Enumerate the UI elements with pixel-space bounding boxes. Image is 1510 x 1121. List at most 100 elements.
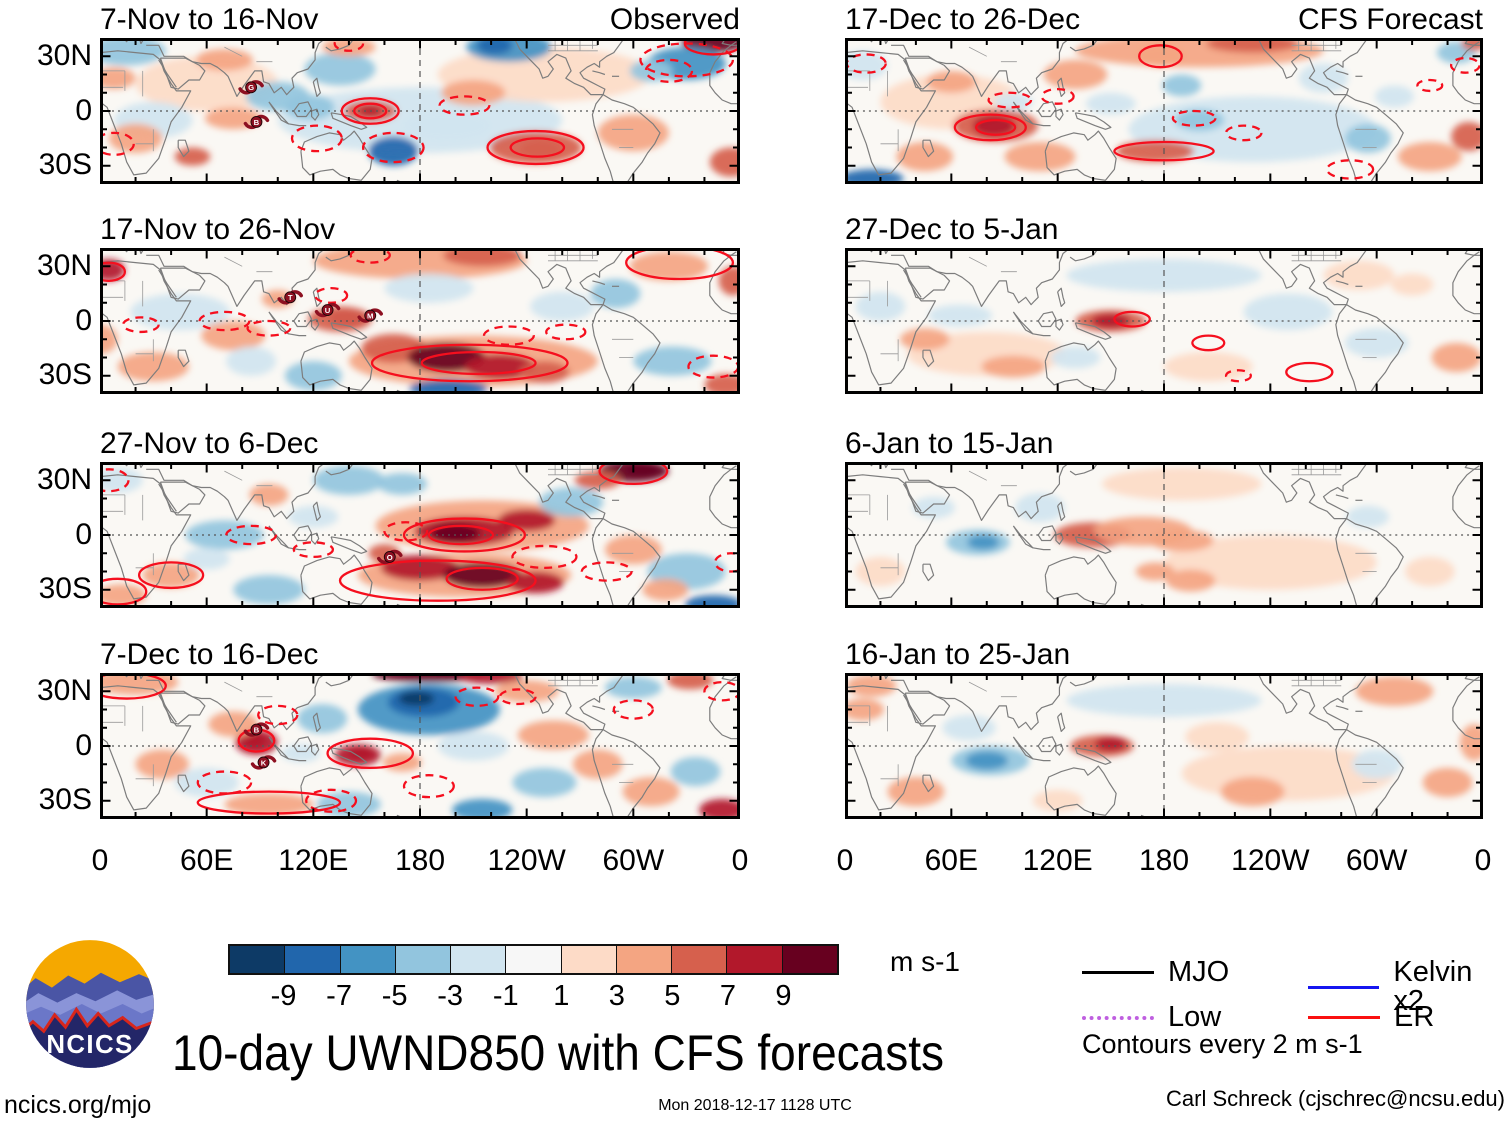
panel-header: 7-Dec to 16-Dec (100, 639, 740, 673)
legend-item-er: ER (1308, 1003, 1434, 1032)
legend-note: Contours every 2 m s-1 (1082, 1029, 1363, 1059)
coastlines (845, 248, 1483, 394)
anomaly-map (845, 462, 1483, 608)
svg-text:M: M (367, 311, 373, 320)
x-axis-label: 0 (836, 844, 854, 877)
x-axis-label: 120E (278, 844, 349, 877)
anomaly-map (845, 248, 1483, 394)
anomaly-shading (845, 674, 1483, 812)
colorbar-tick-label: -9 (270, 980, 297, 1012)
svg-text:B: B (254, 725, 260, 734)
x-axis-label: 60E (924, 844, 979, 877)
map-panel: 17-Nov to 26-Nov T U M (100, 214, 740, 394)
legend-label: MJO (1168, 956, 1230, 988)
panel-date-range: 17-Nov to 26-Nov (100, 213, 336, 246)
legend-line-swatch (1082, 971, 1154, 974)
panel-header: 16-Jan to 25-Jan (845, 639, 1483, 673)
panel-date-range: 27-Nov to 6-Dec (100, 427, 319, 460)
panel-date-range: 17-Dec to 26-Dec (845, 3, 1081, 36)
panel-date-range: 27-Dec to 5-Jan (845, 213, 1059, 246)
wave-contours (100, 462, 740, 606)
colorbar-tick-label: 7 (719, 980, 736, 1012)
legend-line-swatch (1308, 985, 1380, 989)
anomaly-map: GB (100, 38, 740, 184)
y-axis-label: 30S (38, 148, 92, 181)
panel-date-range: 7-Dec to 16-Dec (100, 638, 319, 671)
colorbar-segment (671, 946, 727, 973)
anomaly-map: BK (100, 673, 740, 819)
colorbar-segment (450, 946, 506, 973)
panel-column-header: Observed (609, 3, 740, 36)
x-axis-label: 180 (1138, 844, 1190, 877)
panel-column-header: CFS Forecast (1297, 3, 1483, 36)
y-axis-label: 0 (75, 304, 92, 337)
cyclone-markers: T U M (277, 290, 383, 323)
svg-text:K: K (261, 758, 267, 767)
x-axis-label: 0 (1474, 844, 1492, 877)
y-axis-label: 30S (38, 783, 92, 816)
map-content: O (100, 462, 740, 608)
panel-header: 27-Dec to 5-Jan (845, 214, 1483, 248)
panel-date-range: 7-Nov to 16-Nov (100, 3, 319, 36)
colorbar-tick-label: -3 (437, 980, 464, 1012)
map-frame (100, 38, 740, 184)
svg-text:O: O (387, 553, 393, 562)
colorbar (228, 944, 839, 975)
map-frame (845, 38, 1483, 184)
colorbar-segment (560, 946, 616, 973)
footer-timestamp: Mon 2018-12-17 1128 UTC (658, 1097, 852, 1114)
y-axis-label: 30S (38, 572, 92, 605)
legend-label: Kelvin x2 (1393, 956, 1473, 1017)
legend-line-swatch (1082, 1015, 1154, 1020)
anomaly-shading (100, 462, 740, 608)
map-frame (845, 248, 1483, 394)
map-frame (100, 673, 740, 819)
map-content: T U M (100, 248, 740, 394)
map-content: GB (100, 38, 740, 184)
cyclone-markers: GB (238, 80, 270, 130)
colorbar-segment (615, 946, 672, 973)
cyclone-markers: O (377, 549, 403, 565)
x-axis-label: 0 (91, 844, 109, 877)
colorbar-segment (284, 946, 340, 973)
footer-credit: Carl Schreck (cjschrec@ncsu.edu) (1166, 1086, 1505, 1111)
colorbar-segment (394, 946, 451, 973)
legend-item-low: Low (1082, 1003, 1221, 1032)
wave-contours (100, 673, 740, 815)
map-frame (100, 462, 740, 608)
svg-text:B: B (254, 118, 260, 127)
svg-text:T: T (288, 293, 293, 302)
ncics-logo-art: NCICS (26, 940, 154, 1068)
map-panel: 27-Nov to 6-Dec O (100, 428, 740, 608)
colorbar-segment (505, 946, 561, 973)
y-axis-label: 30S (38, 358, 92, 391)
colorbar-tick-label: -1 (492, 980, 519, 1012)
anomaly-map: O (100, 462, 740, 608)
y-axis-label: 30N (36, 674, 92, 707)
map-panel: 17-Dec to 26-Dec CFS Forecast (845, 2, 1483, 184)
colorbar-tick-label: 5 (664, 980, 681, 1012)
y-axis-label: 0 (75, 729, 92, 762)
coastlines (100, 462, 740, 608)
panel-header: 6-Jan to 15-Jan (845, 428, 1483, 462)
footer-url: ncics.org/mjo (4, 1091, 152, 1119)
x-axis-label: 60E (179, 844, 234, 877)
colorbar-tick-label: -7 (326, 980, 352, 1012)
wave-contours (845, 44, 1481, 180)
map-panel: 6-Jan to 15-Jan (845, 428, 1483, 608)
wave-contours (100, 248, 740, 383)
coastlines (845, 462, 1483, 608)
ncics-logo-text: NCICS (46, 1031, 133, 1059)
ncics-logo: NCICS (26, 940, 154, 1068)
map-content (845, 248, 1483, 394)
x-axis-label: 0 (731, 844, 749, 877)
colorbar-unit: m s-1 (890, 946, 960, 977)
legend-item-kelvin-x2: Kelvin x2 (1308, 958, 1510, 1016)
colorbar-tick-label: -5 (381, 980, 408, 1012)
map-frame (845, 673, 1483, 819)
colorbar-segment (726, 946, 782, 973)
panel-header: 7-Nov to 16-Nov Observed (100, 2, 740, 38)
coastlines (100, 38, 740, 184)
y-axis-label: 30N (36, 463, 92, 496)
